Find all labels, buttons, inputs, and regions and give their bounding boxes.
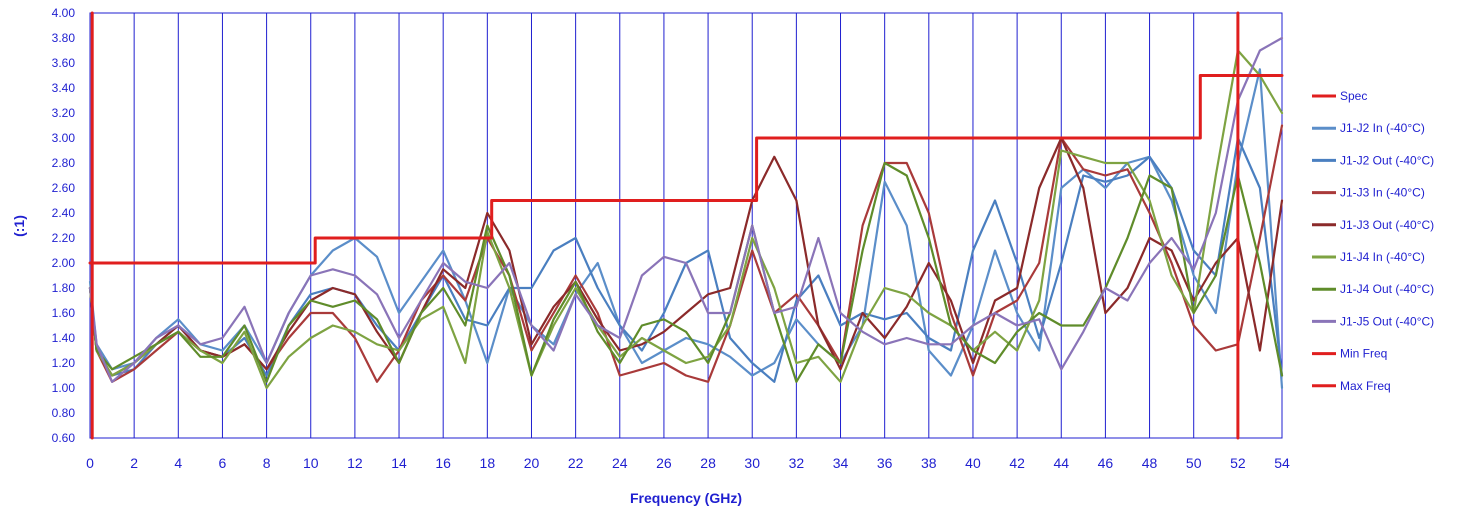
y-tick-label: 3.40: [52, 81, 76, 95]
y-tick-label: 1.00: [52, 381, 76, 395]
plot-border: [89, 12, 1283, 439]
legend-label: J1-J3 In (-40°C): [1340, 186, 1425, 200]
legend-label: Min Freq: [1340, 347, 1387, 361]
x-tick-label: 50: [1186, 455, 1202, 471]
x-tick-label: 22: [568, 455, 584, 471]
y-tick-label: 2.00: [52, 256, 76, 270]
y-tick-label: 3.20: [52, 106, 76, 120]
series-line-j1-j3-in-40-c: [88, 124, 1284, 383]
series-line-j1-j5-out-40-c: [88, 36, 1284, 383]
x-tick-label: 8: [263, 455, 271, 471]
legend-label: Max Freq: [1340, 379, 1391, 393]
x-tick-label: 30: [744, 455, 760, 471]
series-line-j1-j2-in-40-c: [88, 68, 1284, 390]
x-tick-label: 52: [1230, 455, 1246, 471]
x-tick-label: 18: [480, 455, 496, 471]
legend-label: J1-J5 Out (-40°C): [1340, 314, 1434, 328]
y-tick-label: 1.80: [52, 281, 76, 295]
x-tick-label: 14: [391, 455, 407, 471]
x-tick-label: 46: [1098, 455, 1114, 471]
y-tick-label: 2.40: [52, 206, 76, 220]
x-axis-title: Frequency (GHz): [630, 490, 742, 506]
x-tick-label: 36: [877, 455, 893, 471]
x-tick-label: 54: [1274, 455, 1290, 471]
y-tick-label: 3.80: [52, 31, 76, 45]
y-tick-label: 2.60: [52, 181, 76, 195]
x-tick-label: 4: [174, 455, 182, 471]
y-tick-label: 4.00: [52, 6, 76, 20]
x-tick-label: 20: [524, 455, 540, 471]
series-line-j1-j4-in-40-c: [88, 49, 1284, 390]
series-line-j1-j3-out-40-c: [88, 136, 1284, 377]
y-tick-label: 3.00: [52, 131, 76, 145]
y-tick-label: 0.60: [52, 431, 76, 445]
x-tick-label: 32: [789, 455, 805, 471]
legend-label: J1-J3 Out (-40°C): [1340, 218, 1434, 232]
legend-label: J1-J4 In (-40°C): [1340, 250, 1425, 264]
x-tick-label: 24: [612, 455, 628, 471]
y-tick-label: 2.20: [52, 231, 76, 245]
x-tick-label: 12: [347, 455, 363, 471]
y-tick-label: 3.60: [52, 56, 76, 70]
x-tick-label: 16: [435, 455, 451, 471]
y-tick-label: 2.80: [52, 156, 76, 170]
legend-label: J1-J4 Out (-40°C): [1340, 282, 1434, 296]
legend-layer: Spec J1-J2 In (-40°C) J1-J2 Out (-40°C) J1-…: [1312, 89, 1434, 393]
series-layer: [88, 11, 1284, 440]
series-line-spec: [88, 74, 1284, 265]
legend-label: J1-J2 In (-40°C): [1340, 121, 1425, 135]
y-axis-title: (:1): [11, 215, 27, 237]
x-tick-label: 44: [1053, 455, 1069, 471]
y-tick-label: 1.20: [52, 356, 76, 370]
x-tick-label: 10: [303, 455, 319, 471]
x-tick-label: 2: [130, 455, 138, 471]
series-line-j1-j4-out-40-c: [88, 161, 1284, 383]
legend-label: J1-J2 Out (-40°C): [1340, 153, 1434, 167]
y-tick-label: 1.40: [52, 331, 76, 345]
y-tick-label: 1.60: [52, 306, 76, 320]
series-line-j1-j2-out-40-c: [88, 136, 1284, 383]
legend-label: Spec: [1340, 89, 1367, 103]
x-tick-label: 40: [965, 455, 981, 471]
x-tick-label: 6: [219, 455, 227, 471]
x-tick-label: 0: [86, 455, 94, 471]
x-tick-label: 42: [1009, 455, 1025, 471]
y-tick-label: 0.80: [52, 406, 76, 420]
x-tick-label: 28: [700, 455, 716, 471]
x-tick-label: 26: [656, 455, 672, 471]
x-tick-label: 38: [921, 455, 937, 471]
x-tick-label: 48: [1142, 455, 1158, 471]
axis-layer: 0 2 4 6 8 10 12 14 16 18 20 22 24 26 28 30 32 34 36 38 40 42 4…: [52, 6, 1290, 471]
x-tick-label: 34: [833, 455, 849, 471]
